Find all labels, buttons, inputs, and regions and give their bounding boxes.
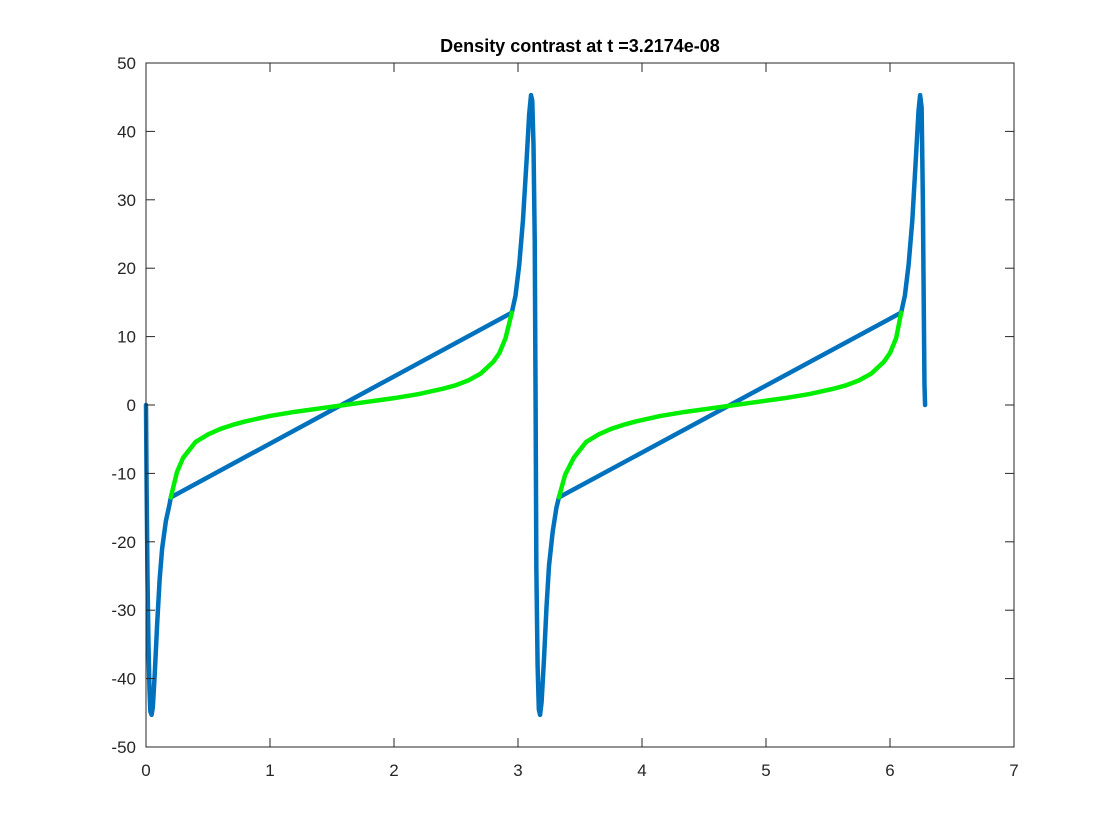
x-tick-label: 4 bbox=[637, 761, 646, 780]
series-line-2 bbox=[168, 310, 515, 500]
y-tick-label: 40 bbox=[117, 122, 136, 141]
series-line-1 bbox=[143, 92, 928, 718]
x-tick-label: 2 bbox=[389, 761, 398, 780]
y-tick-label: 30 bbox=[117, 191, 136, 210]
y-tick-label: 20 bbox=[117, 259, 136, 278]
y-tick-label: 10 bbox=[117, 328, 136, 347]
x-tick-label: 7 bbox=[1009, 761, 1018, 780]
y-tick-label: -40 bbox=[111, 670, 136, 689]
y-tick-label: -50 bbox=[111, 738, 136, 757]
x-axis: 0 1 2 3 4 5 6 7 bbox=[141, 63, 1019, 780]
plot-area bbox=[146, 63, 1014, 747]
y-tick-label: -10 bbox=[111, 464, 136, 483]
series-layer bbox=[143, 92, 928, 718]
y-axis: -50 -40 -30 -20 -10 0 10 20 30 40 50 bbox=[111, 54, 1014, 757]
y-tick-label: 0 bbox=[127, 396, 136, 415]
x-tick-label: 3 bbox=[513, 761, 522, 780]
x-tick-label: 6 bbox=[885, 761, 894, 780]
x-tick-label: 1 bbox=[265, 761, 274, 780]
y-tick-label: -20 bbox=[111, 533, 136, 552]
x-tick-label: 0 bbox=[141, 761, 150, 780]
y-tick-label: 50 bbox=[117, 54, 136, 73]
series-line-3 bbox=[556, 310, 904, 500]
y-tick-label: -30 bbox=[111, 601, 136, 620]
chart-title: Density contrast at t =3.2174e-08 bbox=[440, 36, 720, 56]
x-tick-label: 5 bbox=[761, 761, 770, 780]
